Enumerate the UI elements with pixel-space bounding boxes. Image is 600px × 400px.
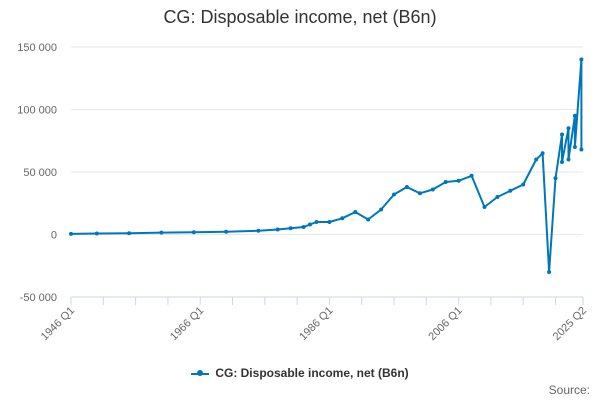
source-label: Source: [548,383,590,397]
data-point[interactable] [340,216,345,221]
data-point[interactable] [366,217,371,222]
data-point[interactable] [392,192,396,197]
gridlines [71,46,583,298]
data-point[interactable] [553,176,558,181]
data-point[interactable] [521,182,526,187]
data-point[interactable] [547,270,552,274]
data-point[interactable] [534,157,539,162]
y-axis-labels: -50 000 0 50 000 100 000 150 000 [17,42,57,304]
data-point[interactable] [127,231,132,236]
data-point[interactable] [314,220,319,224]
x-tick-label: 2025 Q2 [551,305,589,343]
data-point[interactable] [353,210,358,214]
data-point[interactable] [572,113,577,118]
data-point[interactable] [288,226,293,231]
data-point[interactable] [191,230,196,235]
y-tick-label: 0 [51,230,57,242]
data-point[interactable] [540,151,545,156]
data-point[interactable] [224,229,229,234]
data-point[interactable] [301,225,306,229]
legend-swatch [191,369,210,376]
data-point[interactable] [566,157,571,162]
data-point[interactable] [94,231,99,236]
data-point[interactable] [327,220,332,224]
x-tick-label: 1986 Q1 [297,305,335,343]
data-point[interactable] [379,207,384,212]
x-tick-label: 2006 Q1 [426,305,464,343]
series-layer [69,57,584,274]
data-point[interactable] [443,180,448,184]
series-line [70,58,583,273]
data-point[interactable] [508,188,513,193]
y-tick-label: 100 000 [17,105,57,117]
chart-title: CG: Disposable income, net (B6n) [163,7,437,27]
data-point[interactable] [572,145,577,149]
data-point[interactable] [482,205,487,209]
data-point[interactable] [308,222,312,227]
x-axis-labels: 1946 Q1 1966 Q1 1986 Q1 2006 Q1 2025 Q2 [39,305,589,343]
x-axis [70,296,584,305]
data-point[interactable] [69,231,73,236]
data-point[interactable] [456,178,461,183]
data-point[interactable] [159,230,164,235]
data-point[interactable] [579,57,584,62]
legend[interactable]: CG: Disposable income, net (B6n) [0,366,600,380]
y-tick-label: 150 000 [17,42,57,54]
data-point[interactable] [430,187,435,192]
x-tick-label: 1966 Q1 [168,305,206,343]
data-point[interactable] [579,147,584,152]
data-point[interactable] [469,173,474,178]
data-point[interactable] [417,191,422,196]
data-point[interactable] [275,227,280,232]
data-point[interactable] [560,132,564,137]
legend-label: CG: Disposable income, net (B6n) [215,366,409,380]
x-tick-label: 1946 Q1 [39,305,77,343]
data-point[interactable] [560,160,564,164]
y-tick-label: -50 000 [20,292,57,304]
y-tick-label: 50 000 [23,167,57,179]
data-point[interactable] [566,126,571,131]
data-point[interactable] [256,228,261,233]
data-point[interactable] [404,185,409,189]
data-point[interactable] [495,195,500,199]
